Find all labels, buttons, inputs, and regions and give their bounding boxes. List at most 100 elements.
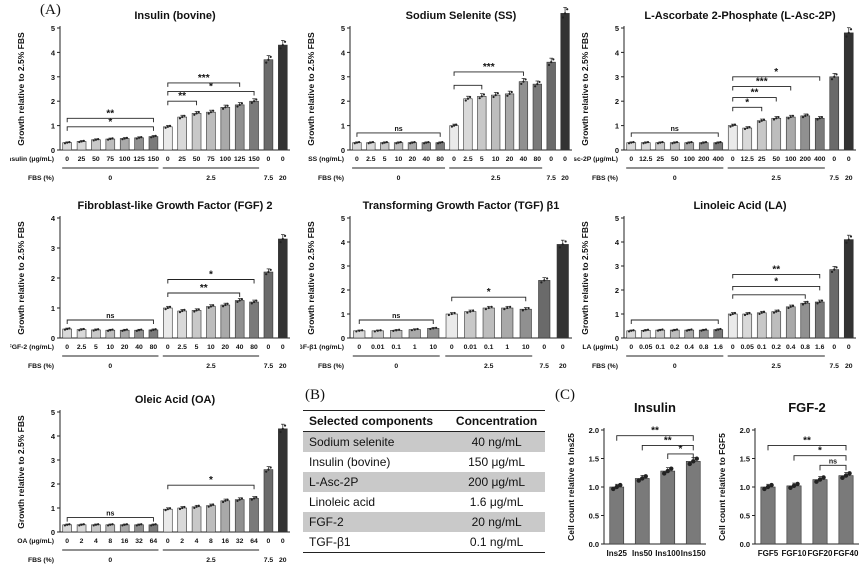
- data-point: [644, 329, 647, 332]
- significance-bracket: [66, 319, 154, 324]
- data-point: [490, 305, 493, 308]
- bar: [660, 470, 676, 545]
- data-point: [416, 327, 419, 331]
- concentration-tick-label: 0: [65, 344, 69, 351]
- data-point: [646, 328, 650, 331]
- chart-title: Insulin (bovine): [134, 10, 216, 22]
- data-point: [762, 118, 766, 121]
- data-point: [283, 40, 287, 43]
- data-point: [409, 142, 412, 145]
- chart-title: Linoleic Acid (LA): [693, 200, 786, 212]
- data-point: [640, 476, 645, 481]
- concentration-tick-label: 2.5: [463, 156, 473, 163]
- data-point: [66, 327, 69, 331]
- data-point: [224, 106, 227, 109]
- concentration-tick-label: 400: [713, 156, 725, 163]
- data-point: [642, 142, 645, 145]
- table-header-component: Selected components: [303, 410, 449, 432]
- bar: [742, 127, 753, 151]
- data-point: [181, 115, 184, 119]
- concentration-tick-label: 20: [222, 344, 230, 351]
- data-point: [238, 299, 241, 302]
- data-point: [561, 243, 564, 246]
- data-point: [758, 120, 761, 123]
- data-point: [522, 80, 525, 83]
- concentration-tick-label: 0.01: [371, 344, 384, 351]
- data-point: [355, 141, 359, 144]
- y-tick-label: 4: [51, 48, 56, 57]
- data-point: [154, 328, 157, 331]
- data-point: [121, 138, 124, 141]
- data-point: [772, 118, 776, 121]
- y-tick-label: 1: [615, 122, 619, 131]
- table-row: Sodium selenite 40 ng/mL: [303, 431, 545, 452]
- data-point: [385, 141, 388, 144]
- data-point: [791, 304, 795, 307]
- bar: [501, 307, 514, 339]
- bar: [838, 475, 854, 545]
- data-point: [642, 329, 645, 332]
- concentration-tick-label: 0.05: [639, 344, 652, 351]
- component-cell: Linoleic acid: [309, 495, 376, 509]
- bar: [105, 138, 116, 151]
- data-point: [659, 141, 662, 144]
- data-point: [627, 330, 631, 333]
- data-point: [685, 142, 689, 145]
- concentration-tick-label: 0.01: [464, 344, 477, 351]
- concentration-cell: 200 μg/mL: [448, 472, 545, 492]
- concentration-tick-label: 0: [355, 156, 359, 163]
- y-tick-label: 4: [51, 214, 56, 223]
- data-point: [97, 523, 100, 526]
- data-point: [181, 309, 184, 313]
- concentration-tick-label: 80: [150, 344, 158, 351]
- concentration-tick-label: 200: [800, 156, 812, 163]
- data-point: [509, 305, 512, 308]
- y-tick-label: 0.5: [740, 512, 750, 521]
- bar: [76, 141, 87, 151]
- data-point: [80, 328, 83, 331]
- component-cell: TGF-β1: [303, 532, 449, 553]
- significance-label: ***: [756, 77, 768, 88]
- concentration-cell: 20 ng/mL: [448, 512, 545, 532]
- data-point: [748, 125, 751, 129]
- data-point: [847, 238, 850, 241]
- chart-title: L-Ascorbate 2-Phosphate (L-Asc-2P): [644, 10, 836, 22]
- significance-bracket: [167, 82, 241, 87]
- bar: [713, 329, 724, 339]
- data-point: [748, 311, 751, 315]
- data-point: [435, 326, 438, 329]
- data-point: [207, 112, 210, 115]
- bar: [177, 310, 187, 339]
- data-point: [78, 140, 81, 144]
- data-point: [833, 75, 836, 78]
- data-point: [97, 138, 100, 141]
- bar: [177, 507, 187, 533]
- fbs-group-label: 0: [108, 557, 112, 564]
- concentration-tick-label: 0.4: [786, 344, 796, 351]
- data-point: [224, 499, 227, 502]
- data-point: [111, 137, 114, 140]
- chart-l-asc-2p: L-Ascorbate 2-Phosphate (L-Asc-2P) Growth…: [574, 10, 856, 182]
- data-point: [207, 306, 210, 309]
- significance-bracket: [732, 285, 821, 291]
- y-tick-label: 1.0: [589, 483, 599, 492]
- data-point: [281, 43, 284, 47]
- data-point: [552, 58, 555, 61]
- data-point: [450, 125, 454, 128]
- concentration-axis-label: OA (μg/mL): [17, 538, 54, 545]
- concentration-tick-label: 0: [281, 538, 285, 545]
- data-point: [503, 308, 506, 311]
- data-point: [760, 119, 763, 122]
- bar: [206, 306, 216, 339]
- data-point: [731, 312, 734, 316]
- concentration-tick-label: 0: [731, 344, 735, 351]
- data-point: [791, 483, 797, 489]
- data-point: [178, 310, 182, 314]
- data-point: [627, 142, 631, 145]
- data-point: [830, 78, 834, 81]
- significance-bracket: [167, 279, 255, 284]
- data-point: [369, 141, 372, 144]
- data-point: [383, 141, 386, 144]
- data-point: [427, 141, 430, 144]
- data-point: [743, 127, 747, 131]
